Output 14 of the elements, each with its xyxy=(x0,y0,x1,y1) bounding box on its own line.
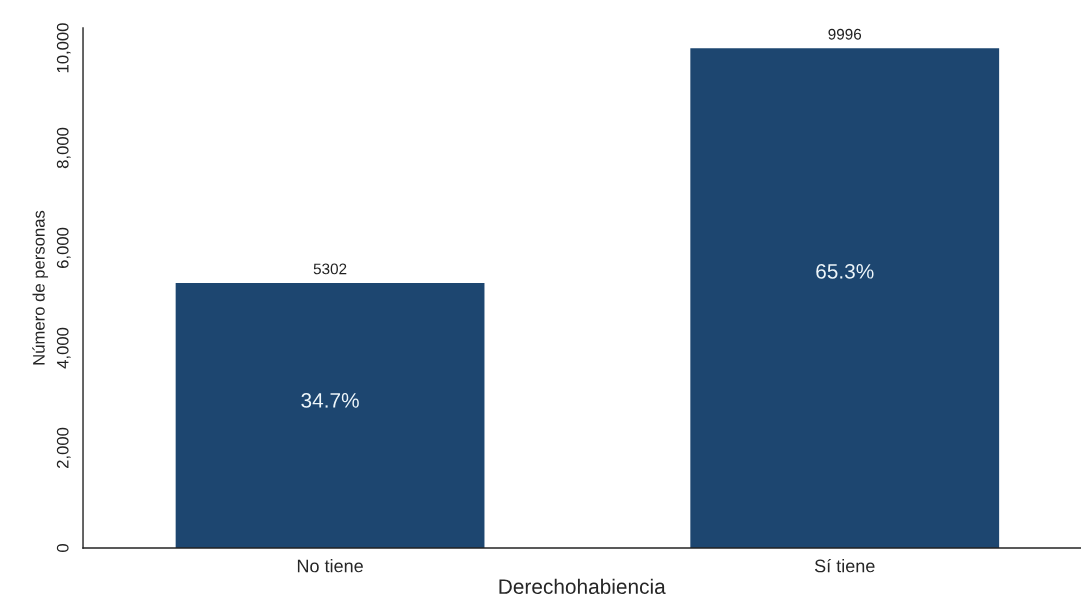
data-label: 5302 xyxy=(313,263,347,275)
y-tick-label: 4,000 xyxy=(56,327,71,369)
y-tick-label: 0 xyxy=(56,544,69,552)
x-tick-label: Sí tiene xyxy=(814,558,875,573)
y-axis-title: Número de personas xyxy=(32,210,49,365)
y-tick-label: 8,000 xyxy=(56,127,71,169)
y-tick-label: 6,000 xyxy=(56,227,71,268)
x-axis-title: Derechohabiencia xyxy=(499,578,666,594)
x-tick-label: No tiene xyxy=(297,559,363,573)
y-tick-label: 10,000 xyxy=(56,23,71,73)
y-tick-label: 2,000 xyxy=(56,427,71,468)
annotation: 34.7% xyxy=(301,393,359,408)
annotation: 65.3% xyxy=(816,263,874,279)
data-label: 9996 xyxy=(828,28,862,40)
